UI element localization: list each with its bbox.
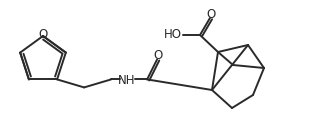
Text: HO: HO [164, 29, 182, 41]
Text: NH: NH [118, 74, 136, 87]
Text: O: O [38, 28, 48, 41]
Text: O: O [206, 7, 216, 21]
Text: O: O [153, 49, 162, 62]
